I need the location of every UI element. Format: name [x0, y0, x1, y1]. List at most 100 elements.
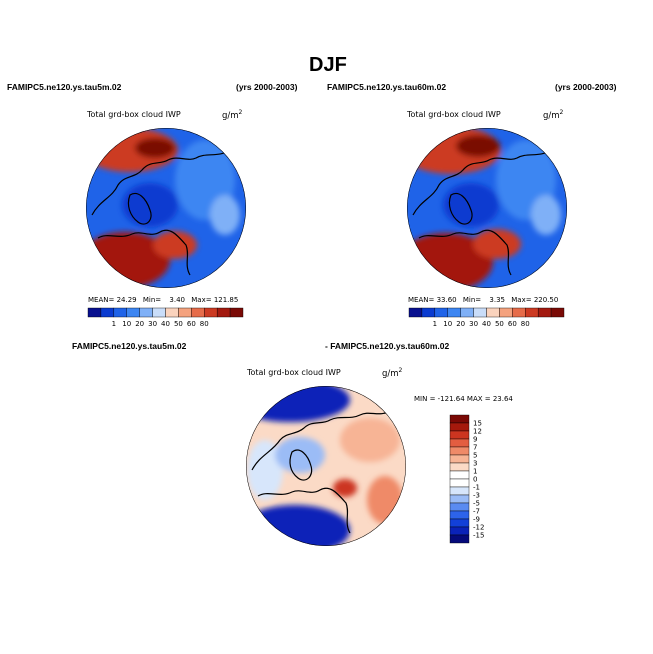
panel2-greenland [448, 192, 473, 225]
colorbar-tick-label: 1 [112, 320, 116, 328]
colorbar-cell [165, 307, 179, 318]
colorbar-cell [449, 430, 470, 440]
panel3-pacific-neg [246, 386, 350, 422]
colorbar-cell [191, 307, 205, 318]
panel1-coast-north [91, 149, 231, 216]
panel1-greenland [127, 192, 152, 225]
panel2-stats: MEAN= 33.60 Min= 3.35 Max= 220.50 [408, 296, 558, 304]
colorbar-tick-label: 0 [473, 476, 477, 484]
panel3-map [246, 386, 406, 546]
panel1-atlantic-tongue [153, 231, 197, 259]
diff-left-title: FAMIPC5.ne120.ys.tau5m.02 [72, 341, 187, 351]
panel2-coast-south [418, 229, 512, 276]
colorbar-tick-label: 40 [482, 320, 491, 328]
colorbar-tick-label: -12 [473, 524, 484, 532]
colorbar-cell [449, 518, 470, 528]
panel1-mean-label: MEAN= [88, 296, 115, 304]
colorbar-tick-label: -3 [473, 492, 480, 500]
panel2-coast-north [412, 149, 552, 216]
panel2-min: 3.35 [489, 296, 505, 304]
colorbar-cell [113, 307, 127, 318]
colorbar-cell [449, 414, 470, 424]
panel1-pacific-peak [135, 138, 175, 158]
colorbar-cell [449, 478, 470, 488]
panel2-map [407, 128, 567, 288]
colorbar-cell [449, 446, 470, 456]
panel1-mean: 24.29 [116, 296, 137, 304]
panel1-colorbar: 1 10 20 30 40 50 60 80 [87, 307, 244, 328]
colorbar-cell [460, 307, 474, 318]
colorbar-tick-label: -15 [473, 532, 484, 540]
panel3-atlantic-neg [246, 505, 350, 546]
colorbar-cell [550, 307, 565, 318]
colorbar-tick-label: 10 [122, 320, 131, 328]
colorbar-tick-label: 60 [508, 320, 517, 328]
panel2-subtitle: Total grd-box cloud IWP [407, 110, 501, 119]
colorbar-cell [152, 307, 166, 318]
colorbar-cell [449, 486, 470, 496]
colorbar-cell [139, 307, 153, 318]
panel2-case-title: FAMIPC5.ne120.ys.tau60m.02 [327, 82, 447, 92]
panel3-coast-south [257, 487, 351, 534]
panel3-minmax: MIN = -121.64 MAX = 23.64 [414, 395, 513, 403]
panel2-units-exp: 2 [559, 109, 564, 116]
colorbar-cell [178, 307, 192, 318]
panel3-se-pos [367, 476, 403, 524]
panel3-units-exp: 2 [398, 367, 403, 374]
panel1-min: 3.40 [169, 296, 185, 304]
panel3-coast-north [251, 409, 393, 471]
colorbar-tick-label: 15 [473, 420, 482, 428]
colorbar-cell [408, 307, 423, 318]
colorbar-tick-label: 40 [161, 320, 170, 328]
panel3-greenland [289, 449, 313, 481]
panel2-years: (yrs 2000-2003) [555, 82, 617, 92]
colorbar-cell [229, 307, 244, 318]
colorbar-tick-label: 30 [469, 320, 478, 328]
panel1-map [86, 128, 246, 288]
colorbar-cell [449, 502, 470, 512]
panel3-east-pos [340, 418, 400, 462]
panel1-min-label: Min= [142, 296, 162, 304]
colorbar-tick-label: 10 [443, 320, 452, 328]
colorbar-cell [449, 454, 470, 464]
colorbar-cell [449, 462, 470, 472]
panel1-coastlines [91, 149, 231, 276]
panel3-center-neg [275, 437, 325, 473]
colorbar-tick-label: -1 [473, 484, 480, 492]
colorbar-tick-label: 50 [174, 320, 183, 328]
colorbar-cell [421, 307, 436, 318]
panel2-max: 220.50 [533, 296, 559, 304]
panel2-max-label: Max= [511, 296, 532, 304]
colorbar-cell [449, 494, 470, 504]
panel3-coastlines [251, 409, 393, 534]
colorbar-cell [449, 422, 470, 432]
colorbar-tick-label: 1 [433, 320, 437, 328]
colorbar-tick-label: 80 [521, 320, 530, 328]
colorbar-cell [126, 307, 140, 318]
panel1-case-title: FAMIPC5.ne120.ys.tau5m.02 [7, 82, 122, 92]
panel1-max-label: Max= [191, 296, 212, 304]
colorbar-cell [434, 307, 448, 318]
panel2-colorbar: 1 10 20 30 40 50 60 80 [408, 307, 565, 328]
panel2-pacific-peak [456, 135, 500, 157]
panel1-units: g/m2 [222, 109, 242, 121]
panel2-coastlines [412, 149, 552, 276]
colorbar-tick-label: 12 [473, 428, 482, 436]
diff-right-title: - FAMIPC5.ne120.ys.tau60m.02 [325, 341, 450, 351]
colorbar-cell [473, 307, 487, 318]
colorbar-cell [537, 307, 552, 318]
panel3-subtitle: Total grd-box cloud IWP [247, 368, 341, 377]
colorbar-tick-label: 80 [200, 320, 209, 328]
colorbar-cell [447, 307, 461, 318]
panel2-mean: 33.60 [436, 296, 457, 304]
panel1-stats: MEAN= 24.29 Min= 3.40 Max= 121.85 [88, 296, 238, 304]
colorbar-tick-label: 20 [456, 320, 465, 328]
panel1-max: 121.85 [213, 296, 239, 304]
panel1-coast-south [97, 229, 191, 276]
panel2-mean-label: MEAN= [408, 296, 435, 304]
panel1-units-exp: 2 [238, 109, 243, 116]
colorbar-tick-label: -9 [473, 516, 480, 524]
colorbar-tick-label: 7 [473, 444, 477, 452]
